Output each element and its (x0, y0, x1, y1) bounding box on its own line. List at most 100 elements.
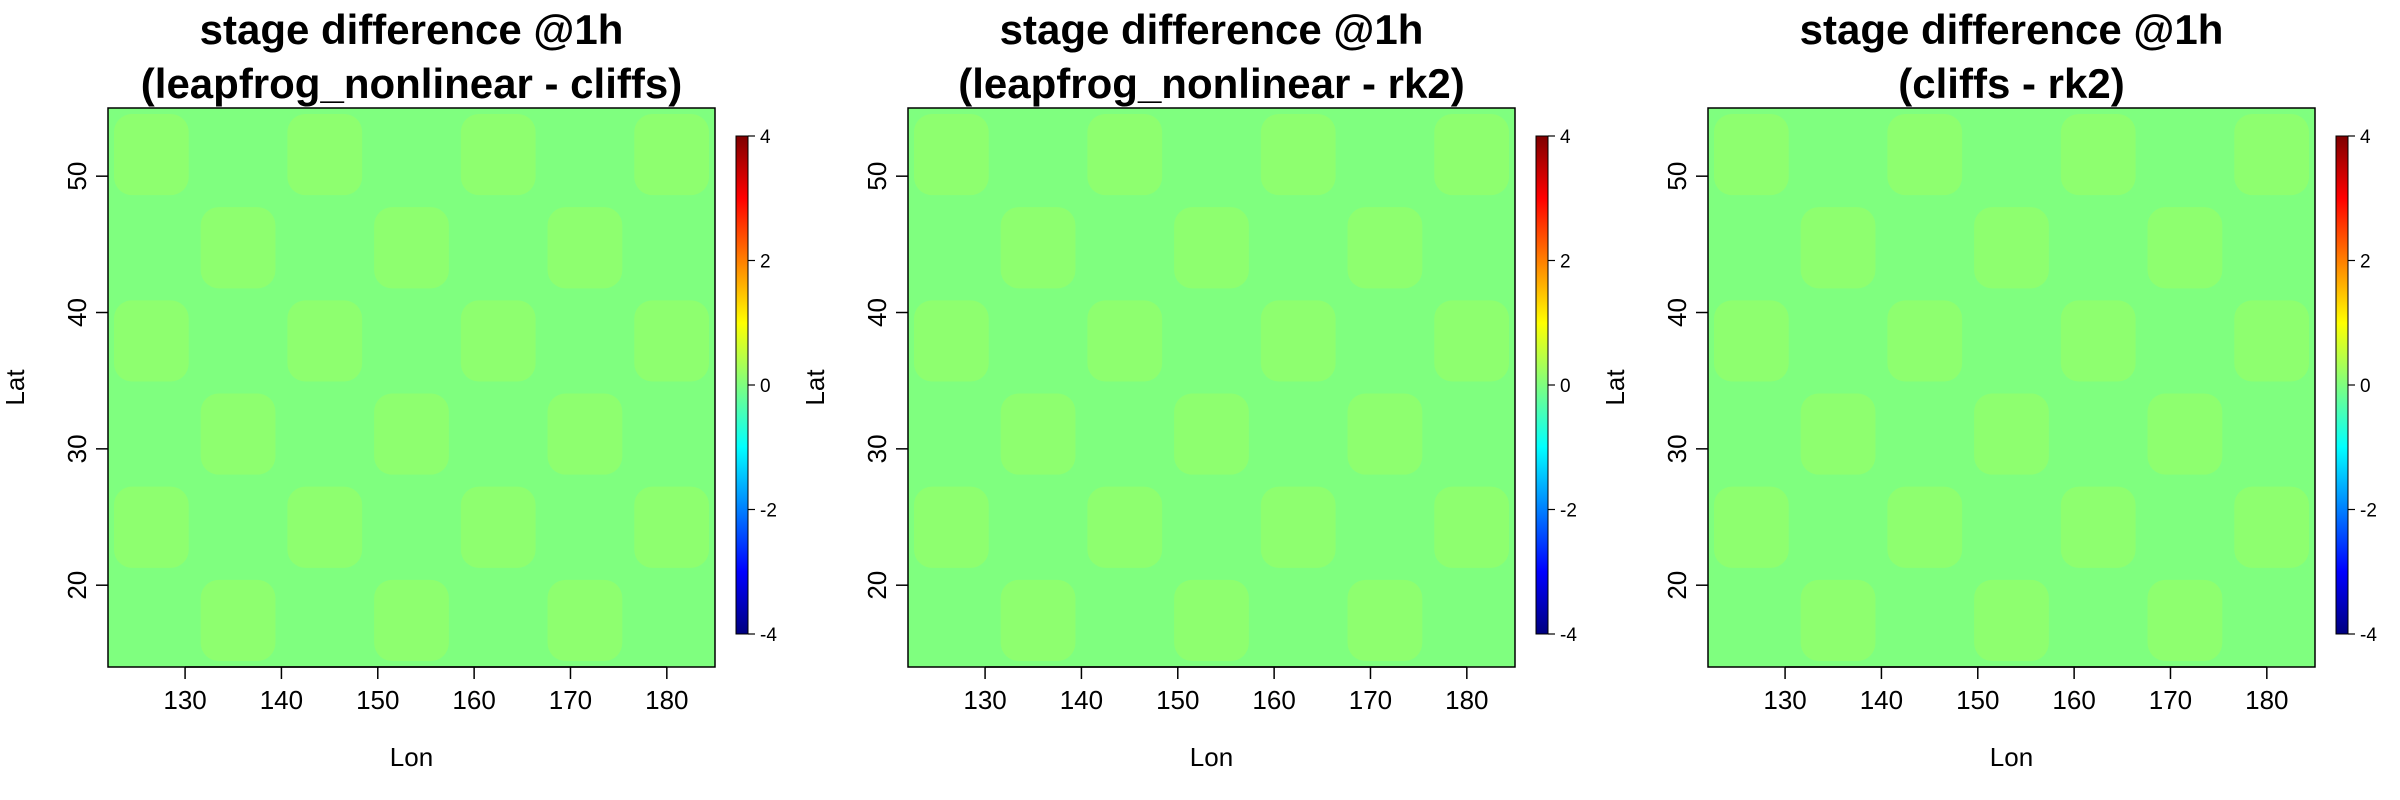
texture-patch (114, 486, 189, 568)
texture-patch (1887, 300, 1963, 382)
texture-patch (2234, 114, 2309, 196)
texture-patch (634, 114, 709, 196)
chart-title-line1: stage difference @1h (1000, 6, 1424, 53)
heatmap-svg: stage difference @1h (cliffs - rk2) 130 140… (1600, 6, 2377, 772)
y-tick-label: 40 (862, 298, 892, 327)
chart-title-line1: stage difference @1h (200, 6, 624, 53)
texture-patch (547, 207, 623, 289)
heatmap-panel-2: stage difference @1h (leapfrog_nonlinear … (800, 0, 1600, 800)
texture-patch (1887, 114, 1963, 196)
y-tick-label: 40 (62, 298, 92, 327)
x-tick-label: 150 (356, 685, 399, 715)
texture-patch (1260, 486, 1336, 568)
texture-patch (200, 579, 276, 661)
y-tick-label: 20 (62, 571, 92, 600)
y-axis-label: Lat (0, 369, 30, 406)
colorbar (735, 135, 749, 635)
colorbar-tick-label: -4 (1560, 625, 1577, 646)
texture-patch (1714, 114, 1789, 196)
y-tick-label: 40 (1662, 298, 1692, 327)
texture-patch (1174, 393, 1249, 475)
colorbar-tick-label: 0 (1560, 376, 1571, 397)
x-axis-label: Lon (390, 742, 433, 772)
heatmap-svg: stage difference @1h (leapfrog_nonlinear … (800, 6, 1577, 772)
heatmap-texture (914, 114, 1509, 661)
y-tick-label: 50 (1662, 162, 1692, 191)
y-tick-label: 50 (62, 162, 92, 191)
heatmap-field (1708, 108, 2315, 667)
x-tick-label: 130 (963, 685, 1006, 715)
y-axis-label: Lat (800, 369, 830, 406)
heatmap-texture (1714, 114, 2309, 661)
texture-patch (374, 393, 449, 475)
texture-patch (287, 300, 363, 382)
texture-patch (1087, 114, 1163, 196)
texture-patch (2060, 114, 2136, 196)
texture-patch (374, 207, 449, 289)
x-tick-label: 130 (163, 685, 206, 715)
colorbar (1535, 135, 1549, 635)
x-tick-label: 150 (1956, 685, 1999, 715)
colorbar-tick-label: 0 (2360, 376, 2371, 397)
chart-title-line1: stage difference @1h (1800, 6, 2224, 53)
texture-patch (2234, 486, 2309, 568)
x-tick-label: 170 (2149, 685, 2192, 715)
texture-patch (914, 114, 989, 196)
colorbar-tick-label: 2 (760, 252, 771, 273)
texture-patch (1260, 114, 1336, 196)
texture-patch (2060, 300, 2136, 382)
x-tick-label: 180 (1445, 685, 1488, 715)
texture-patch (1974, 207, 2049, 289)
x-tick-label: 130 (1763, 685, 1806, 715)
texture-patch (1347, 579, 1423, 661)
texture-patch (1714, 486, 1789, 568)
heatmap-field (908, 108, 1515, 667)
colorbar-tick-label: -2 (2360, 501, 2377, 522)
texture-patch (200, 393, 276, 475)
colorbar-tick-label: 2 (2360, 252, 2371, 273)
texture-patch (1000, 207, 1076, 289)
texture-patch (2147, 393, 2223, 475)
chart-title-line2: (cliffs - rk2) (1898, 60, 2124, 107)
heatmap-panel-3: stage difference @1h (cliffs - rk2) 130 140… (1600, 0, 2400, 800)
texture-patch (1347, 393, 1423, 475)
texture-patch (460, 486, 536, 568)
colorbar-tick-label: -4 (760, 625, 777, 646)
x-tick-label: 140 (1860, 685, 1903, 715)
texture-patch (634, 486, 709, 568)
texture-patch (547, 393, 623, 475)
x-tick-label: 160 (1252, 685, 1295, 715)
x-tick-label: 170 (1349, 685, 1392, 715)
x-axis-label: Lon (1190, 742, 1233, 772)
texture-patch (1174, 207, 1249, 289)
texture-patch (914, 486, 989, 568)
texture-patch (1800, 579, 1876, 661)
texture-patch (287, 114, 363, 196)
texture-patch (1800, 207, 1876, 289)
y-tick-label: 20 (1662, 571, 1692, 600)
texture-patch (460, 114, 536, 196)
chart-title-line2: (leapfrog_nonlinear - rk2) (958, 60, 1464, 107)
x-tick-label: 140 (260, 685, 303, 715)
colorbar-tick-label: 0 (760, 376, 771, 397)
texture-patch (114, 300, 189, 382)
y-tick-label: 20 (862, 571, 892, 600)
x-tick-label: 150 (1156, 685, 1199, 715)
colorbar-tick-label: -2 (1560, 501, 1577, 522)
colorbar-tick-label: 4 (2360, 127, 2371, 148)
y-tick-label: 50 (862, 162, 892, 191)
texture-patch (1087, 486, 1163, 568)
x-axis-label: Lon (1990, 742, 2033, 772)
texture-patch (1434, 114, 1509, 196)
colorbar-tick-label: 4 (1560, 127, 1571, 148)
y-tick-label: 30 (1662, 434, 1692, 463)
x-tick-label: 180 (645, 685, 688, 715)
heatmap-panel-1: stage difference @1h (leapfrog_nonlinear … (0, 0, 800, 800)
heatmap-svg: stage difference @1h (leapfrog_nonlinear … (0, 6, 777, 772)
texture-patch (1887, 486, 1963, 568)
texture-patch (1260, 300, 1336, 382)
texture-patch (460, 300, 536, 382)
x-tick-label: 160 (2052, 685, 2095, 715)
texture-patch (1974, 393, 2049, 475)
texture-patch (1000, 393, 1076, 475)
